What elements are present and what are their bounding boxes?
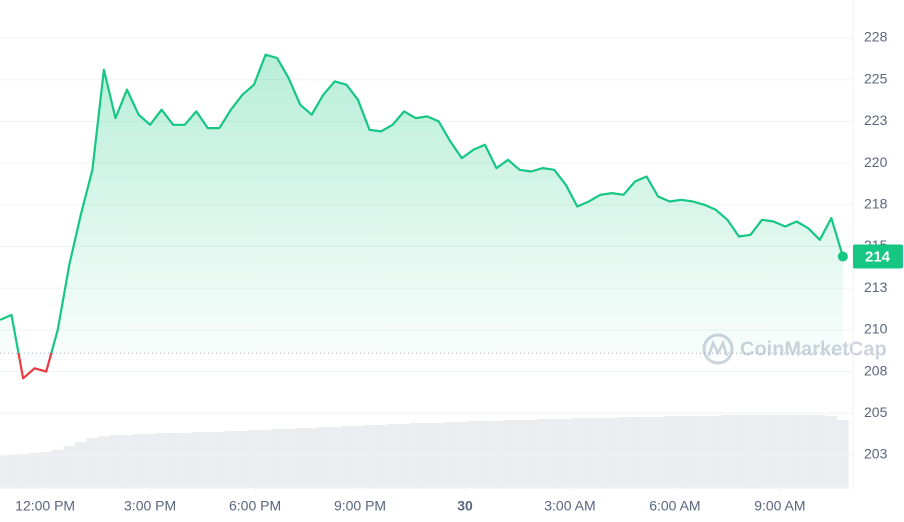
x-tick-label: 9:00 AM: [754, 498, 805, 514]
label-layer: 20320520821021321521822022322522812:00 P…: [15, 29, 903, 514]
volume-bar: [698, 416, 711, 488]
volume-bar: [744, 415, 757, 488]
volume-bar: [259, 430, 272, 488]
volume-bar: [282, 429, 295, 488]
volume-bar: [837, 420, 849, 488]
volume-bar: [329, 427, 341, 488]
volume-bar: [213, 432, 226, 488]
volume-bar: [767, 415, 780, 488]
volume-bar: [51, 450, 64, 488]
volume-bar: [375, 425, 387, 488]
volume-bar: [710, 416, 722, 488]
x-tick-label: 9:00 PM: [334, 498, 386, 514]
volume-bar: [733, 415, 745, 488]
x-tick-label: 6:00 PM: [229, 498, 281, 514]
y-tick-label: 228: [864, 29, 888, 45]
volume-bar: [17, 454, 29, 488]
x-tick-label: 12:00 PM: [15, 498, 75, 514]
volume-bar: [340, 426, 353, 488]
volume-bar: [675, 416, 687, 488]
x-tick-label: 6:00 AM: [649, 498, 700, 514]
volume-bar: [202, 432, 214, 488]
plot-layer: [0, 53, 853, 380]
x-tick-label: 3:00 AM: [544, 498, 595, 514]
volume-bar: [525, 420, 537, 488]
volume-bar: [178, 433, 191, 488]
volume-bar: [409, 423, 422, 488]
volume-bar: [640, 417, 653, 488]
volume-bar: [583, 418, 595, 488]
volume-bar: [144, 434, 156, 488]
volume-bar: [386, 424, 399, 488]
volume-bar: [352, 426, 364, 488]
y-tick-label: 205: [864, 404, 888, 420]
volume-bar: [802, 415, 814, 488]
volume-bar: [606, 418, 618, 488]
y-tick-label: 223: [864, 112, 888, 128]
y-tick-label: 203: [864, 446, 888, 462]
volume-bar: [432, 423, 445, 488]
volume-bar: [190, 432, 203, 488]
volume-bar: [686, 416, 699, 488]
volume-bar: [617, 417, 630, 488]
price-tag: [853, 244, 903, 269]
x-tick-label: 3:00 PM: [124, 498, 176, 514]
volume-bar: [398, 424, 410, 488]
y-tick-label: 210: [864, 321, 888, 337]
volume-layer: [0, 415, 849, 488]
volume-bar: [421, 423, 433, 488]
volume-bar: [813, 415, 826, 488]
price-area: [0, 54, 843, 379]
volume-bar: [652, 417, 664, 488]
volume-bar: [5, 455, 18, 488]
volume-bar: [790, 415, 803, 488]
x-tick-label: 30: [457, 498, 473, 514]
volume-bar: [28, 453, 41, 488]
volume-bar: [167, 433, 179, 488]
volume-bar: [663, 416, 676, 488]
volume-bar: [559, 419, 572, 488]
volume-bar: [225, 431, 237, 488]
price-line: [0, 53, 844, 380]
volume-bar: [63, 446, 76, 488]
last-point: [837, 251, 848, 262]
y-tick-label: 220: [864, 154, 888, 170]
volume-bar: [155, 433, 168, 488]
volume-bar: [513, 420, 526, 488]
volume-bar: [75, 442, 87, 488]
y-tick-label: 208: [864, 362, 888, 378]
volume-bar: [779, 415, 791, 488]
volume-bar: [317, 427, 330, 488]
volume-bar: [271, 429, 283, 488]
price-tag-label: 214: [865, 248, 891, 265]
volume-bar: [721, 415, 734, 488]
volume-bar: [594, 418, 607, 488]
volume-bar: [40, 452, 52, 488]
volume-bar: [363, 425, 376, 488]
y-tick-label: 218: [864, 196, 888, 212]
volume-bar: [536, 419, 549, 488]
volume-bar: [248, 430, 260, 488]
y-tick-label: 213: [864, 279, 888, 295]
volume-bar: [132, 434, 145, 488]
volume-bar: [109, 435, 122, 488]
volume-bar: [121, 435, 133, 488]
volume-bar: [571, 418, 584, 488]
y-tick-label: 225: [864, 70, 888, 86]
volume-bar: [548, 419, 560, 488]
volume-bar: [502, 420, 514, 488]
volume-bar: [825, 416, 838, 488]
volume-bar: [629, 417, 641, 488]
volume-bar: [0, 456, 6, 488]
volume-bar: [294, 428, 306, 488]
volume-bar: [98, 436, 110, 488]
volume-bar: [86, 438, 99, 488]
volume-bar: [756, 415, 768, 488]
volume-bar: [305, 428, 318, 488]
volume-bar: [236, 431, 249, 488]
